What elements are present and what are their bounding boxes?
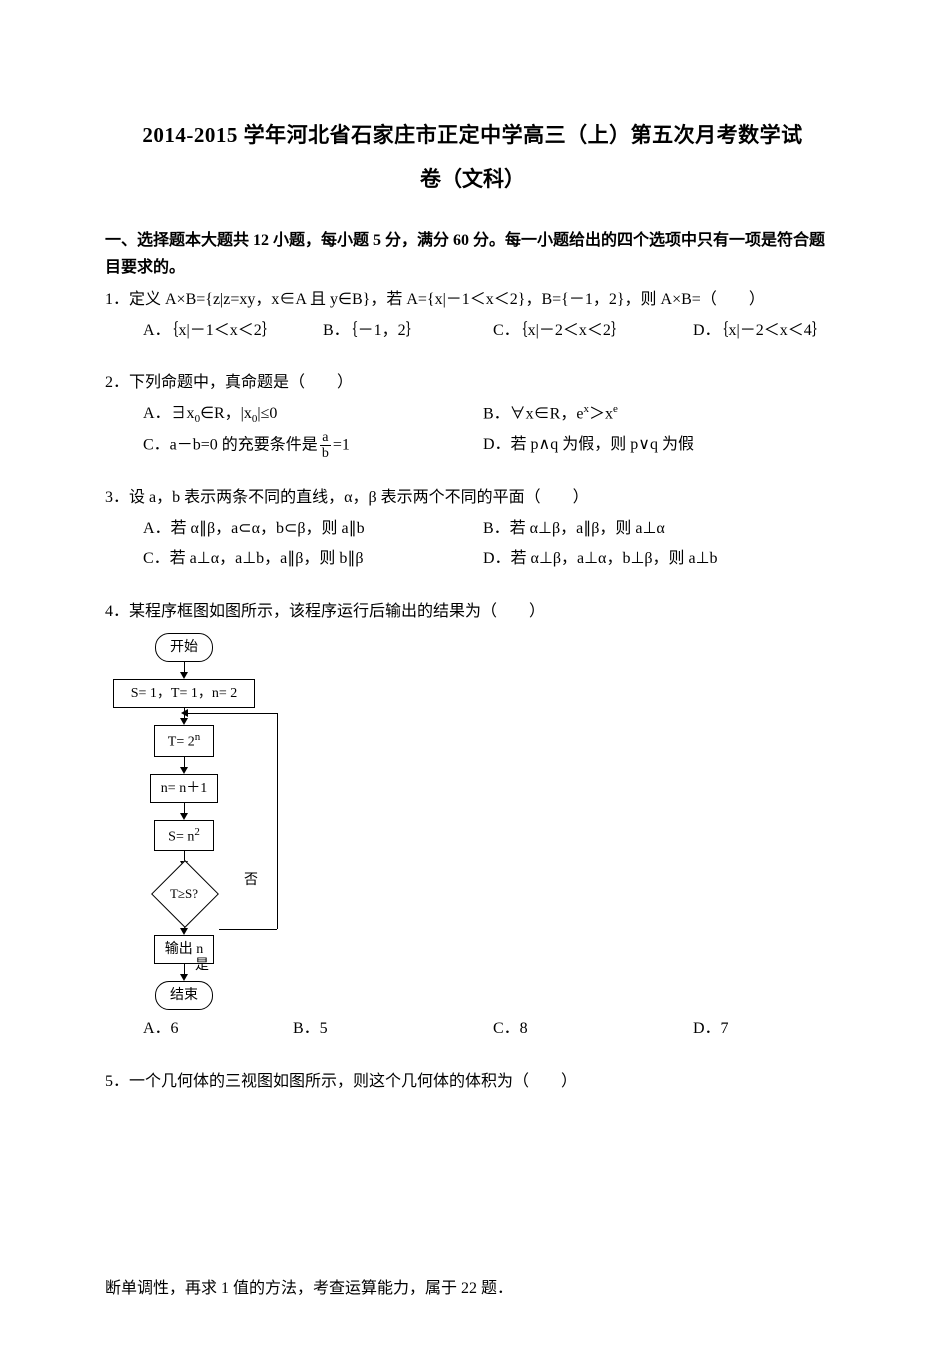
q3-option-c: C．若 a⊥α，a⊥b，a∥β，则 b∥β xyxy=(143,544,483,574)
arrow-down-icon xyxy=(180,672,188,679)
loop-line-h-top xyxy=(187,713,277,714)
q2-option-c: C．a－b=0 的充要条件是ab=1 xyxy=(143,430,483,462)
q2c-frac: ab xyxy=(320,430,331,462)
flow-step3-pre: S= n xyxy=(168,829,194,844)
q3-option-b: B．若 α⊥β，a∥β，则 a⊥α xyxy=(483,514,665,544)
q4-option-a: A．6 xyxy=(143,1014,293,1044)
arrow-down-icon xyxy=(180,718,188,725)
question-1: 1．定义 A×B={z|z=xy，x∈A 且 y∈B}，若 A={x|－1＜x＜… xyxy=(105,285,840,346)
q1-option-a: A．｛x|－1＜x＜2｝ xyxy=(143,316,323,346)
q2c-post: =1 xyxy=(333,436,350,453)
loop-line-v xyxy=(277,713,278,929)
q2-option-d: D．若 p∧q 为假，则 p∨q 为假 xyxy=(483,430,694,462)
loop-arrow-icon xyxy=(181,709,188,717)
flowchart: 开始 S= 1，T= 1，n= 2 T= 2n n= n＋1 S= n2 xyxy=(109,633,840,1010)
q2-option-a: A．∃x0∈R，|x0|≤0 xyxy=(143,399,483,430)
flow-line xyxy=(184,964,185,974)
flow-no-label: 否 xyxy=(244,870,258,891)
flow-step1: T= 2n xyxy=(154,725,214,757)
flow-cond-label: T≥S? xyxy=(170,884,198,904)
q4-stem: 4．某程序框图如图所示，该程序运行后输出的结果为（ ） xyxy=(105,597,840,627)
q3-stem: 3．设 a，b 表示两条不同的直线，α，β 表示两个不同的平面（ ） xyxy=(105,483,840,513)
flow-step1-sup: n xyxy=(195,731,201,743)
q2a-mid: ∈R，|x xyxy=(200,405,252,422)
q4-option-b: B．5 xyxy=(293,1014,493,1044)
arrow-down-icon xyxy=(180,928,188,935)
q2c-pre: C．a－b=0 的充要条件是 xyxy=(143,436,318,453)
arrow-down-icon xyxy=(180,974,188,981)
q2a-pre: A．∃x xyxy=(143,405,195,422)
q5-stem: 5．一个几何体的三视图如图所示，则这个几何体的体积为（ ） xyxy=(105,1067,840,1097)
flow-step1-pre: T= 2 xyxy=(168,735,195,750)
flow-line xyxy=(184,803,185,813)
flow-end: 结束 xyxy=(155,981,213,1010)
q2c-num: a xyxy=(320,430,331,446)
question-5: 5．一个几何体的三视图如图所示，则这个几何体的体积为（ ） xyxy=(105,1067,840,1097)
q2c-den: b xyxy=(320,446,331,461)
q3-option-a: A．若 α∥β，a⊂α，b⊂β，则 a∥b xyxy=(143,514,483,544)
loop-line-h-bottom xyxy=(219,929,277,930)
q4-option-d: D．7 xyxy=(693,1014,729,1044)
question-2: 2．下列命题中，真命题是（ ） A．∃x0∈R，|x0|≤0 B．∀x∈R，ex… xyxy=(105,368,840,461)
flow-line xyxy=(184,757,185,767)
q1-stem: 1．定义 A×B={z|z=xy，x∈A 且 y∈B}，若 A={x|－1＜x＜… xyxy=(105,285,840,315)
q2b-mid: ＞x xyxy=(589,405,613,422)
q2b-pre: B．∀x∈R，e xyxy=(483,405,583,422)
flow-start: 开始 xyxy=(155,633,213,662)
q2-option-b: B．∀x∈R，ex＞xe xyxy=(483,399,618,430)
q2b-sup2: e xyxy=(613,403,618,415)
flow-step3: S= n2 xyxy=(154,820,214,852)
q1-option-b: B．｛－1，2｝ xyxy=(323,316,493,346)
flow-line xyxy=(184,662,185,672)
q2-stem: 2．下列命题中，真命题是（ ） xyxy=(105,368,840,398)
flow-yes-label: 是 xyxy=(195,955,209,976)
q1-option-c: C．｛x|－2＜x＜2｝ xyxy=(493,316,693,346)
flow-init: S= 1，T= 1，n= 2 xyxy=(113,679,255,708)
title-line1: 2014-2015 学年河北省石家庄市正定中学高三（上）第五次月考数学试 xyxy=(105,120,840,152)
title-line2: 卷（文科） xyxy=(105,164,840,196)
section-1-heading: 一、选择题本大题共 12 小题，每小题 5 分，满分 60 分。每一小题给出的四… xyxy=(105,227,840,281)
q3-option-d: D．若 α⊥β，a⊥α，b⊥β，则 a⊥b xyxy=(483,544,718,574)
arrow-down-icon xyxy=(180,767,188,774)
question-3: 3．设 a，b 表示两条不同的直线，α，β 表示两个不同的平面（ ） A．若 α… xyxy=(105,483,840,574)
flow-step2: n= n＋1 xyxy=(150,774,218,803)
q4-option-c: C．8 xyxy=(493,1014,693,1044)
arrow-down-icon xyxy=(180,813,188,820)
question-4: 4．某程序框图如图所示，该程序运行后输出的结果为（ ） 开始 S= 1，T= 1… xyxy=(105,597,840,1045)
footer-note: 断单调性，再求 1 值的方法，考查运算能力，属于 22 题． xyxy=(105,1277,840,1301)
flow-step3-sup: 2 xyxy=(194,826,200,838)
q2a-post: |≤0 xyxy=(257,405,277,422)
flow-decision: T≥S? 否 xyxy=(148,868,220,918)
q1-option-d: D．｛x|－2＜x＜4｝ xyxy=(693,316,828,346)
